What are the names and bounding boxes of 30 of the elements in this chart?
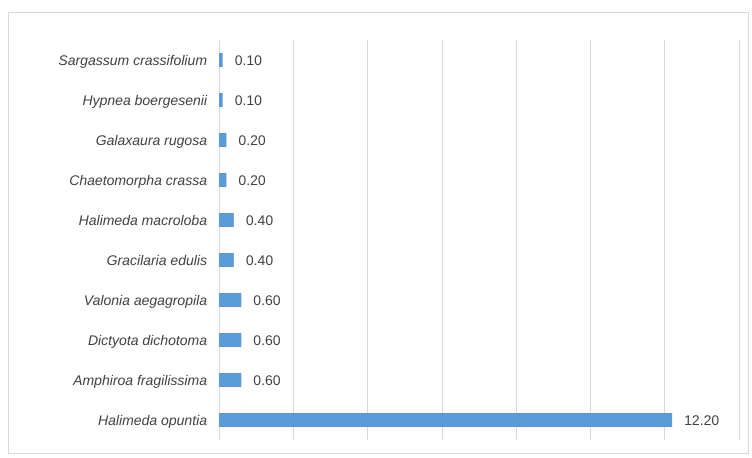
bar [219,333,242,347]
data-label: 0.20 [238,172,266,188]
y-tick-label: Amphiroa fragilissima [72,372,208,388]
y-tick-label: Halimeda opuntia [98,412,208,428]
bar [219,293,242,307]
bar [219,93,223,107]
y-tick-label: Gracilaria edulis [106,252,207,268]
data-label: 0.40 [246,252,274,268]
y-tick-label: Hypnea boergesenii [82,92,208,108]
data-label: 0.60 [253,332,281,348]
data-label: 0.10 [234,52,262,68]
y-tick-label: Halimeda macroloba [78,212,208,228]
bar [219,373,242,387]
y-tick-label: Dictyota dichotoma [88,332,208,348]
y-tick-label: Chaetomorpha crassa [69,172,208,188]
bar [219,413,672,427]
bar [219,133,226,147]
data-label: 0.40 [246,212,274,228]
data-label: 0.60 [253,292,281,308]
bar [219,173,226,187]
data-label: 0.20 [238,132,266,148]
y-tick-label: Valonia aegagropila [84,292,208,308]
y-tick-label: Galaxaura rugosa [96,132,208,148]
bar [219,53,223,67]
data-label: 0.60 [253,372,281,388]
y-tick-label: Sargassum crassifolium [58,52,208,68]
bar [219,213,234,227]
bar [219,253,234,267]
data-label: 0.10 [234,92,262,108]
data-label: 12.20 [684,412,720,428]
